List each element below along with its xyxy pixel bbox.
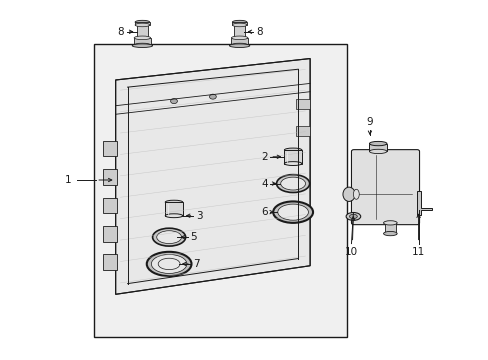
Ellipse shape: [134, 43, 150, 47]
Bar: [233, 22, 245, 37]
Ellipse shape: [165, 214, 183, 218]
Ellipse shape: [232, 20, 246, 24]
Ellipse shape: [134, 36, 150, 40]
Ellipse shape: [342, 187, 354, 202]
Ellipse shape: [152, 228, 185, 246]
Bar: [134, 38, 150, 45]
Ellipse shape: [151, 255, 186, 273]
Ellipse shape: [284, 148, 301, 152]
Text: 1: 1: [65, 175, 72, 185]
Polygon shape: [103, 226, 116, 242]
Ellipse shape: [369, 149, 386, 154]
Text: 11: 11: [411, 247, 425, 257]
Text: 4: 4: [261, 179, 267, 189]
Ellipse shape: [349, 214, 357, 219]
Bar: [369, 144, 386, 152]
Ellipse shape: [135, 23, 149, 27]
Bar: [231, 38, 247, 45]
FancyBboxPatch shape: [351, 150, 419, 225]
Polygon shape: [103, 198, 116, 213]
Ellipse shape: [231, 36, 247, 40]
Circle shape: [209, 94, 216, 99]
Ellipse shape: [353, 189, 359, 199]
Polygon shape: [295, 126, 309, 136]
Ellipse shape: [280, 177, 305, 190]
Bar: [284, 150, 301, 163]
Ellipse shape: [369, 141, 386, 146]
Polygon shape: [103, 254, 116, 270]
Text: 8: 8: [256, 27, 262, 37]
Polygon shape: [295, 99, 309, 109]
Ellipse shape: [276, 175, 309, 193]
Text: 7: 7: [193, 259, 200, 269]
Ellipse shape: [146, 252, 191, 276]
Text: 6: 6: [261, 207, 267, 217]
Ellipse shape: [165, 200, 183, 204]
Ellipse shape: [284, 162, 301, 166]
Ellipse shape: [273, 202, 312, 223]
Ellipse shape: [229, 44, 249, 48]
Bar: [232, 22, 246, 25]
Bar: [165, 202, 183, 216]
Bar: [384, 223, 395, 234]
Text: 5: 5: [190, 232, 196, 242]
Polygon shape: [116, 59, 309, 294]
Polygon shape: [416, 191, 431, 215]
Bar: [94, 44, 346, 337]
Ellipse shape: [346, 212, 360, 220]
Bar: [135, 22, 149, 25]
Polygon shape: [103, 169, 116, 185]
Ellipse shape: [231, 43, 247, 47]
Text: 9: 9: [366, 117, 372, 127]
Ellipse shape: [383, 231, 396, 236]
Bar: [136, 22, 148, 37]
Circle shape: [170, 99, 177, 104]
Ellipse shape: [132, 44, 152, 48]
Ellipse shape: [157, 231, 181, 244]
Text: 2: 2: [261, 152, 267, 162]
Ellipse shape: [277, 204, 308, 220]
Ellipse shape: [135, 20, 149, 24]
Text: 10: 10: [344, 247, 357, 257]
Text: 3: 3: [196, 211, 202, 221]
Polygon shape: [103, 141, 116, 157]
Ellipse shape: [383, 221, 396, 225]
Text: 8: 8: [117, 27, 123, 37]
Ellipse shape: [232, 23, 246, 27]
